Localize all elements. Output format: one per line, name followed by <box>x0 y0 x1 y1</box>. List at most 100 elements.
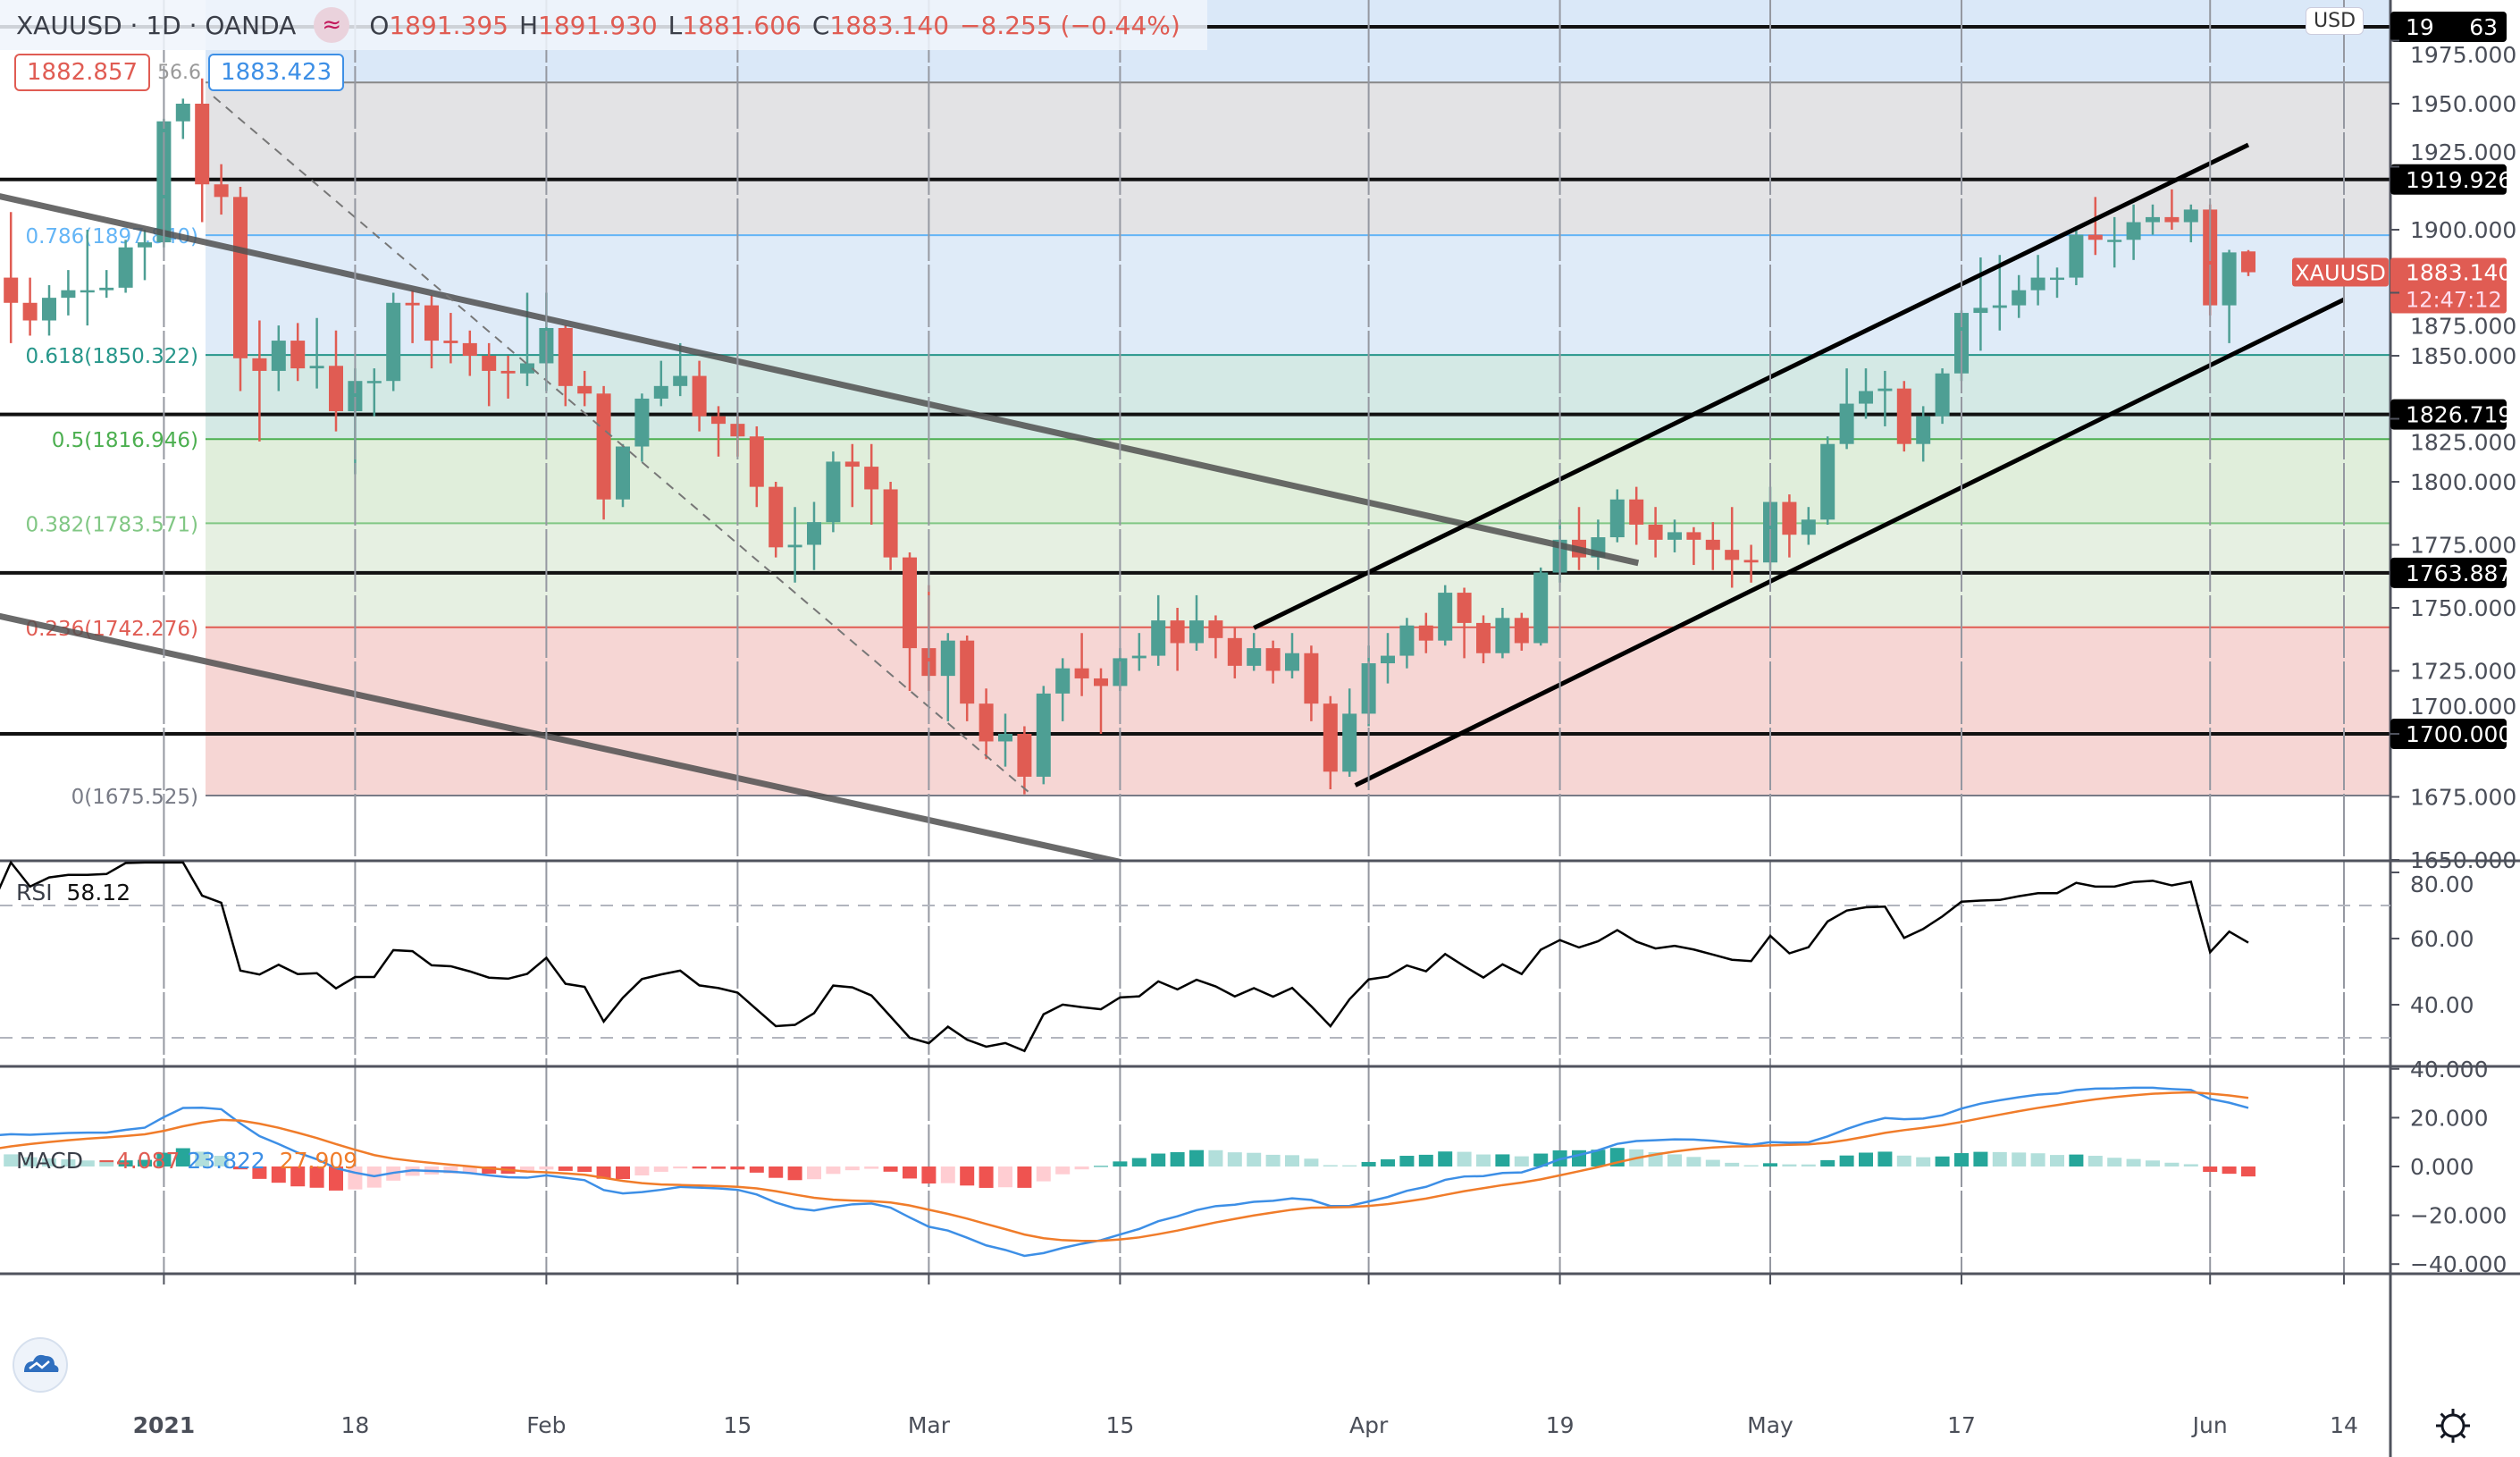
macd-histogram-bar <box>2030 1153 2045 1166</box>
level-price-label: 1919.926 <box>2406 167 2512 193</box>
candle <box>1495 608 1510 659</box>
candle-body <box>99 287 114 291</box>
macd-histogram-bar <box>1705 1159 1720 1166</box>
macd-histogram-bar <box>1438 1151 1453 1166</box>
macd-histogram-bar <box>979 1166 994 1188</box>
symbol-title[interactable]: XAUUSD · 1D · OANDA <box>16 10 297 40</box>
time-tick-label: 15 <box>1105 1412 1134 1438</box>
candle-body <box>252 358 267 371</box>
macd-histogram-bar <box>596 1166 611 1179</box>
candle <box>424 295 439 369</box>
candle <box>1782 494 1797 558</box>
candle <box>443 313 458 364</box>
candle-body <box>386 302 401 382</box>
candle-body <box>22 302 38 321</box>
macd-histogram-bar <box>2164 1162 2180 1166</box>
price-tick-label: 1675.000 <box>2410 785 2516 811</box>
currency-button[interactable]: USD <box>2306 7 2365 35</box>
settings-gear-icon[interactable] <box>2436 1409 2470 1443</box>
candle <box>1151 594 1166 666</box>
candle-body <box>42 298 56 321</box>
macd-histogram-bar <box>1935 1156 1950 1166</box>
time-tick-label: Feb <box>526 1412 566 1438</box>
candle-body <box>329 366 343 412</box>
candle-body <box>138 242 152 248</box>
rsi-legend: RSI 58.12 <box>16 880 130 905</box>
main-pane: 0(1675.525)0.236(1742.276)0.382(1783.571… <box>0 0 2390 861</box>
gear-tooth <box>2440 1412 2447 1419</box>
macd-histogram-bar <box>2087 1156 2103 1166</box>
macd-tick-label: −20.000 <box>2410 1203 2507 1229</box>
macd-histogram-bar <box>903 1166 917 1179</box>
buy-button[interactable]: 1883.423 <box>208 54 345 91</box>
candle-body <box>1094 678 1108 686</box>
macd-histogram-bar <box>1782 1164 1797 1166</box>
candle <box>807 501 821 570</box>
macd-histogram-bar <box>883 1166 898 1172</box>
macd-histogram-bar <box>195 1151 210 1166</box>
level-price-badge <box>2390 164 2507 195</box>
candle <box>1839 368 1854 450</box>
macd-histogram-bar <box>1916 1157 1931 1166</box>
macd-histogram-bar <box>520 1166 534 1173</box>
candle <box>1189 594 1204 651</box>
macd-histogram-bar <box>1170 1152 1185 1166</box>
candle <box>1743 544 1759 583</box>
rsi-tick-label: 80.00 <box>2410 872 2474 897</box>
macd-histogram-bar <box>271 1166 286 1183</box>
macd-histogram-bar <box>1820 1159 1835 1166</box>
tradingview-logo-icon[interactable] <box>13 1337 68 1393</box>
level-price-label: 1763.887 <box>2406 560 2512 586</box>
candle-body <box>903 557 917 649</box>
time-tick-label: 14 <box>2330 1412 2358 1438</box>
macd-histogram-bar <box>1591 1150 1606 1166</box>
candle-body <box>2030 277 2045 291</box>
candle-body <box>1667 532 1682 540</box>
candle <box>1381 633 1395 684</box>
candle-body <box>2126 222 2141 240</box>
macd-histogram-bar <box>769 1166 784 1178</box>
candle-body <box>61 290 76 299</box>
candle <box>1418 612 1433 653</box>
macd-histogram-bar <box>1361 1161 1376 1166</box>
macd-histogram-bar <box>807 1166 821 1180</box>
macd-histogram-bar <box>1839 1155 1854 1166</box>
time-axis-bg <box>0 1276 2520 1457</box>
macd-histogram-bar <box>1992 1151 2007 1166</box>
change-value: −8.255 (−0.44%) <box>960 10 1180 40</box>
market-status-icon[interactable]: ≈ <box>314 7 350 43</box>
macd-histogram-bar <box>156 1152 172 1166</box>
rsi-value: 58.12 <box>66 880 131 905</box>
macd-histogram-bar <box>138 1159 152 1166</box>
symbol-price-badge <box>2292 257 2389 287</box>
candle-body <box>424 305 439 341</box>
sell-button[interactable]: 1882.857 <box>14 54 151 91</box>
candle <box>616 443 630 508</box>
candle <box>520 292 534 386</box>
candle <box>1074 633 1089 696</box>
candle-body <box>1743 560 1759 563</box>
macd-histogram-bar <box>1036 1166 1051 1182</box>
gear-tooth <box>2440 1432 2447 1439</box>
price-tick-label: 1950.000 <box>2410 91 2516 117</box>
macd-histogram-bar <box>2146 1160 2160 1166</box>
time-tick-label: Apr <box>1349 1412 1389 1438</box>
low-value: 1881.606 <box>682 10 802 40</box>
candle <box>634 393 650 462</box>
macd-histogram-bar <box>2241 1166 2255 1177</box>
candle-body <box>1189 620 1204 644</box>
macd-histogram-bar <box>749 1166 764 1173</box>
macd-legend: MACD −4.087 23.822 27.909 <box>16 1148 357 1174</box>
candle <box>1820 436 1835 525</box>
candle <box>2050 267 2064 299</box>
macd-histogram-bar <box>99 1161 114 1166</box>
gear-tooth <box>2459 1412 2466 1419</box>
candle <box>1705 522 1720 570</box>
macd-histogram-bar <box>1686 1157 1701 1166</box>
symbol-price-badge-label: XAUUSD <box>2295 261 2386 286</box>
symbol-legend: XAUUSD · 1D · OANDA ≈ O 1891.395 H 1891.93… <box>0 0 1207 50</box>
close-label: C <box>811 10 830 40</box>
candle-body <box>2069 234 2084 278</box>
candle-body <box>1935 373 1950 417</box>
